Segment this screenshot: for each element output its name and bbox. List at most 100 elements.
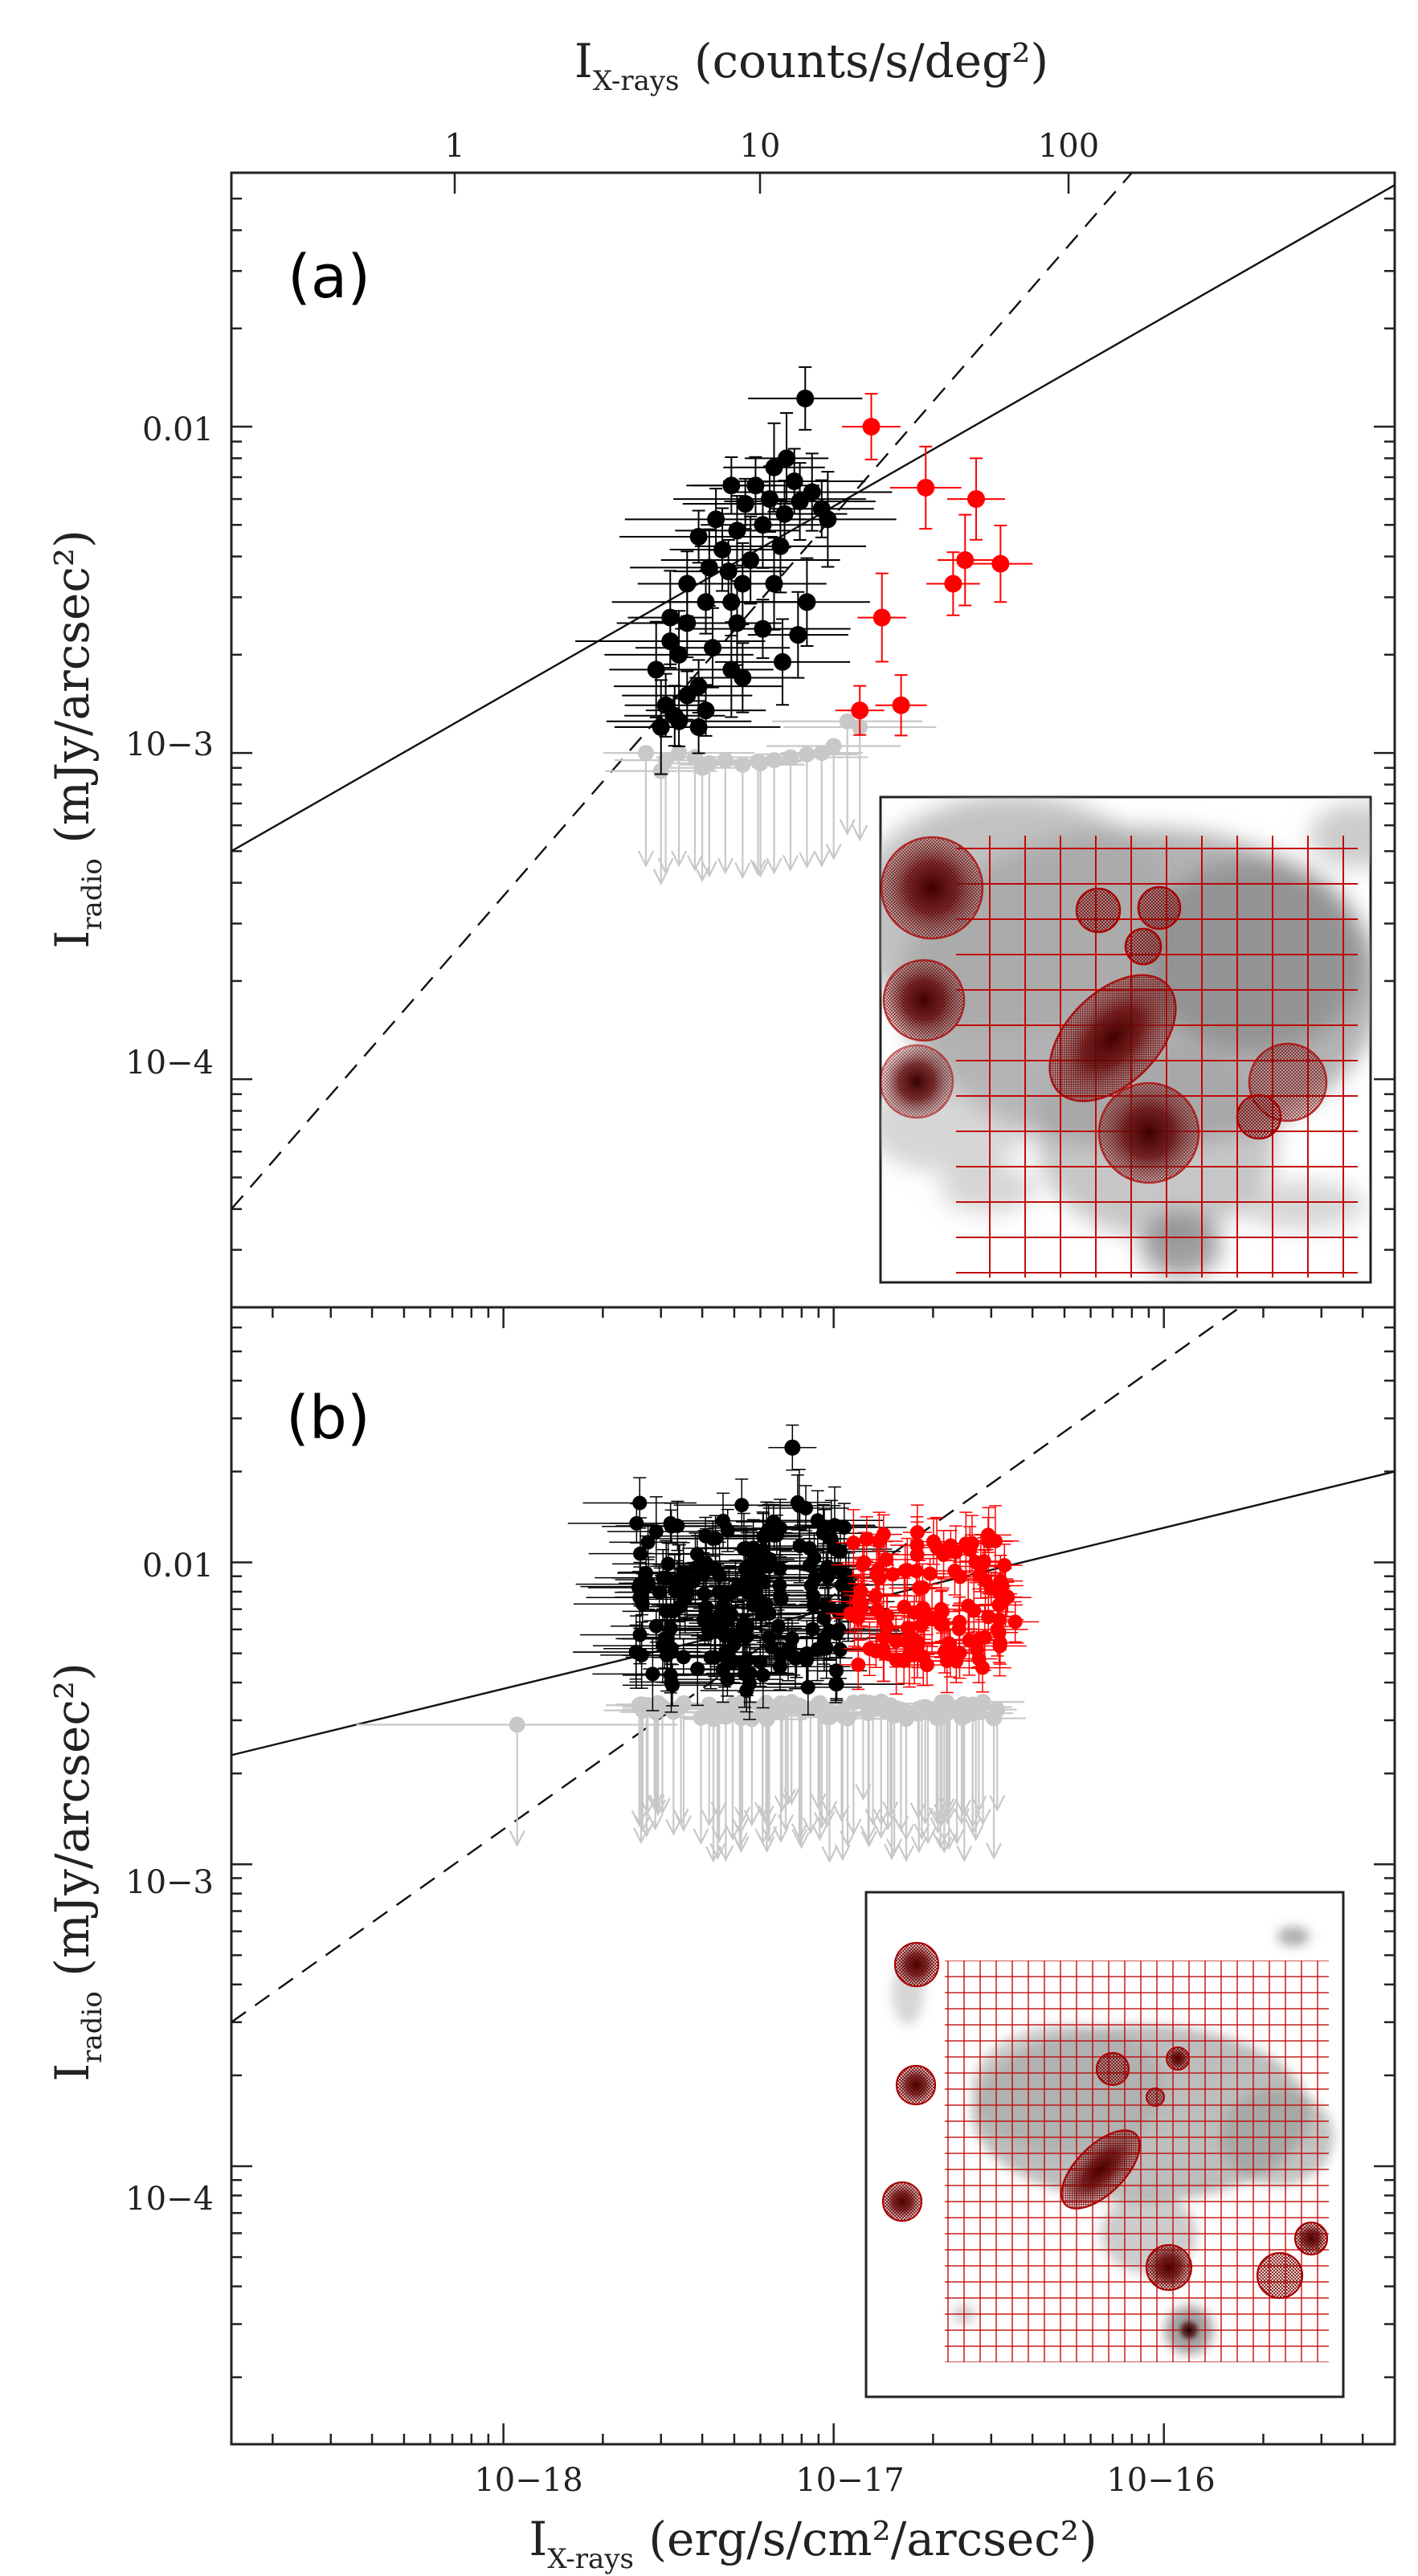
detected-point <box>629 1515 644 1531</box>
red-point <box>910 1635 926 1650</box>
detected-point <box>765 574 783 593</box>
upper-limit-point <box>989 1701 1006 1718</box>
detected-point <box>784 1439 801 1456</box>
upper-limit-point-arrow-head <box>810 1793 827 1810</box>
upper-limit-point-arrow-head <box>711 1826 728 1843</box>
red-point <box>930 1540 945 1556</box>
upper-limit-point-arrow-head <box>743 1809 760 1827</box>
red-point <box>862 1641 877 1656</box>
detected-point <box>697 701 715 720</box>
red-point <box>879 1552 894 1568</box>
inset-b-sources <box>881 1941 1329 2343</box>
detected-point <box>704 639 722 657</box>
upper-limit-point <box>799 746 815 763</box>
detected-point <box>720 1523 735 1538</box>
upper-limit-point-arrow-head <box>750 859 766 877</box>
panel-b-y-axis: 0.01 10−3 10−4 Iradio (mJy/arcsec²) <box>45 1548 214 2218</box>
upper-limit-point-arrow-head <box>928 1807 945 1825</box>
upper-limit-point-arrow-head <box>710 1801 727 1819</box>
upper-limit-point-arrow-head <box>754 1828 771 1846</box>
top-tick-label: 100 <box>1038 128 1099 165</box>
upper-limit-point-arrow-head <box>910 1836 927 1854</box>
red-point <box>851 1610 866 1625</box>
y-axis-label-main: I <box>45 2063 100 2082</box>
detected-point <box>663 1621 678 1636</box>
y-tick-label: 0.01 <box>142 1548 214 1584</box>
top-axis-label: IX-rays (counts/s/deg²) <box>574 34 1048 97</box>
y-tick-label: 10−3 <box>125 726 214 763</box>
top-axis-label-main: I <box>574 34 593 88</box>
detected-point <box>722 476 741 495</box>
detected-point <box>800 1679 815 1695</box>
detected-point <box>661 632 680 651</box>
upper-limit-point-arrow-head <box>717 1845 734 1862</box>
upper-limit-point-arrow-head <box>725 1824 741 1842</box>
bottom-axis: 10−18 10−17 10−16 IX-rays (erg/s/cm²/arc… <box>474 2462 1215 2575</box>
upper-limit-point <box>839 713 856 730</box>
upper-limit-point-arrow-head <box>975 1809 991 1826</box>
detected-point <box>686 1573 701 1589</box>
upper-limit-point-arrow-head <box>919 1827 936 1845</box>
upper-limit-point-arrow-head <box>811 1824 828 1842</box>
upper-limit-point-arrow-head <box>717 857 734 875</box>
upper-limit-point-arrow-head <box>872 1809 889 1826</box>
upper-limit-point <box>752 754 769 771</box>
upper-limit-point <box>813 745 830 762</box>
detected-point <box>670 1519 685 1534</box>
detected-point <box>754 619 772 638</box>
upper-limit-point-arrow-head <box>791 1823 807 1841</box>
red-point <box>851 701 869 720</box>
top-axis-label-units: (counts/s/deg²) <box>680 34 1049 88</box>
red-point <box>953 1569 968 1584</box>
upper-limit-point <box>717 752 734 769</box>
upper-limit-point-arrow-head <box>898 1845 915 1862</box>
upper-limit-point <box>509 1716 525 1733</box>
panel-a-points <box>575 366 1033 886</box>
detected-point <box>742 551 760 570</box>
red-point <box>922 1566 938 1581</box>
y-axis-label-b: Iradio (mJy/arcsec²) <box>45 1662 108 2081</box>
upper-limit-point <box>671 745 688 762</box>
upper-limit-point-arrow-head <box>802 1817 819 1834</box>
upper-limit-point <box>934 1694 950 1711</box>
detected-point <box>810 1513 825 1528</box>
red-point <box>868 1589 883 1604</box>
upper-limit-point-arrow-head <box>855 1784 872 1801</box>
red-point <box>964 1535 979 1551</box>
upper-limit-point-arrow-head <box>913 1823 930 1841</box>
detected-point <box>632 1627 648 1642</box>
upper-limit-point <box>694 759 711 776</box>
detected-point <box>632 1495 648 1511</box>
upper-limit-point-arrow-head <box>693 1828 709 1846</box>
panel-b-inset <box>864 1891 1345 2398</box>
red-point <box>966 1603 982 1618</box>
y-axis-label-units: (mJy/arcsec²) <box>45 530 100 858</box>
upper-limit-point-arrow-head <box>654 1797 671 1815</box>
upper-limit-point-arrow-head <box>964 1818 981 1836</box>
upper-limit-point <box>734 756 751 773</box>
upper-limit-point-arrow-head <box>852 824 868 842</box>
detected-point <box>712 1608 727 1623</box>
upper-limit-point-arrow-head <box>672 1808 689 1826</box>
detected-point <box>722 593 741 611</box>
y-axis-label-sub: radio <box>76 1991 108 2063</box>
detected-point <box>789 626 807 644</box>
detected-point <box>647 660 665 679</box>
detected-point <box>678 614 697 632</box>
upper-limit-point-arrow-head <box>733 1836 750 1854</box>
upper-limit-point <box>956 1708 973 1725</box>
upper-limit-point <box>821 1703 838 1720</box>
upper-limit-point-arrow-head <box>640 1797 656 1815</box>
detected-point <box>785 472 803 491</box>
red-point <box>851 1657 866 1672</box>
detected-point <box>719 562 738 581</box>
red-point <box>862 417 881 435</box>
detected-point <box>734 1498 750 1513</box>
detected-point <box>796 389 815 407</box>
y-axis-label-units: (mJy/arcsec²) <box>45 1662 100 1991</box>
detected-point <box>724 1607 739 1622</box>
upper-limit-point <box>898 1709 915 1726</box>
upper-limit-point <box>880 1703 897 1720</box>
upper-limit-point-arrow-head <box>825 843 842 861</box>
bottom-axis-label: IX-rays (erg/s/cm²/arcsec²) <box>529 2512 1097 2575</box>
